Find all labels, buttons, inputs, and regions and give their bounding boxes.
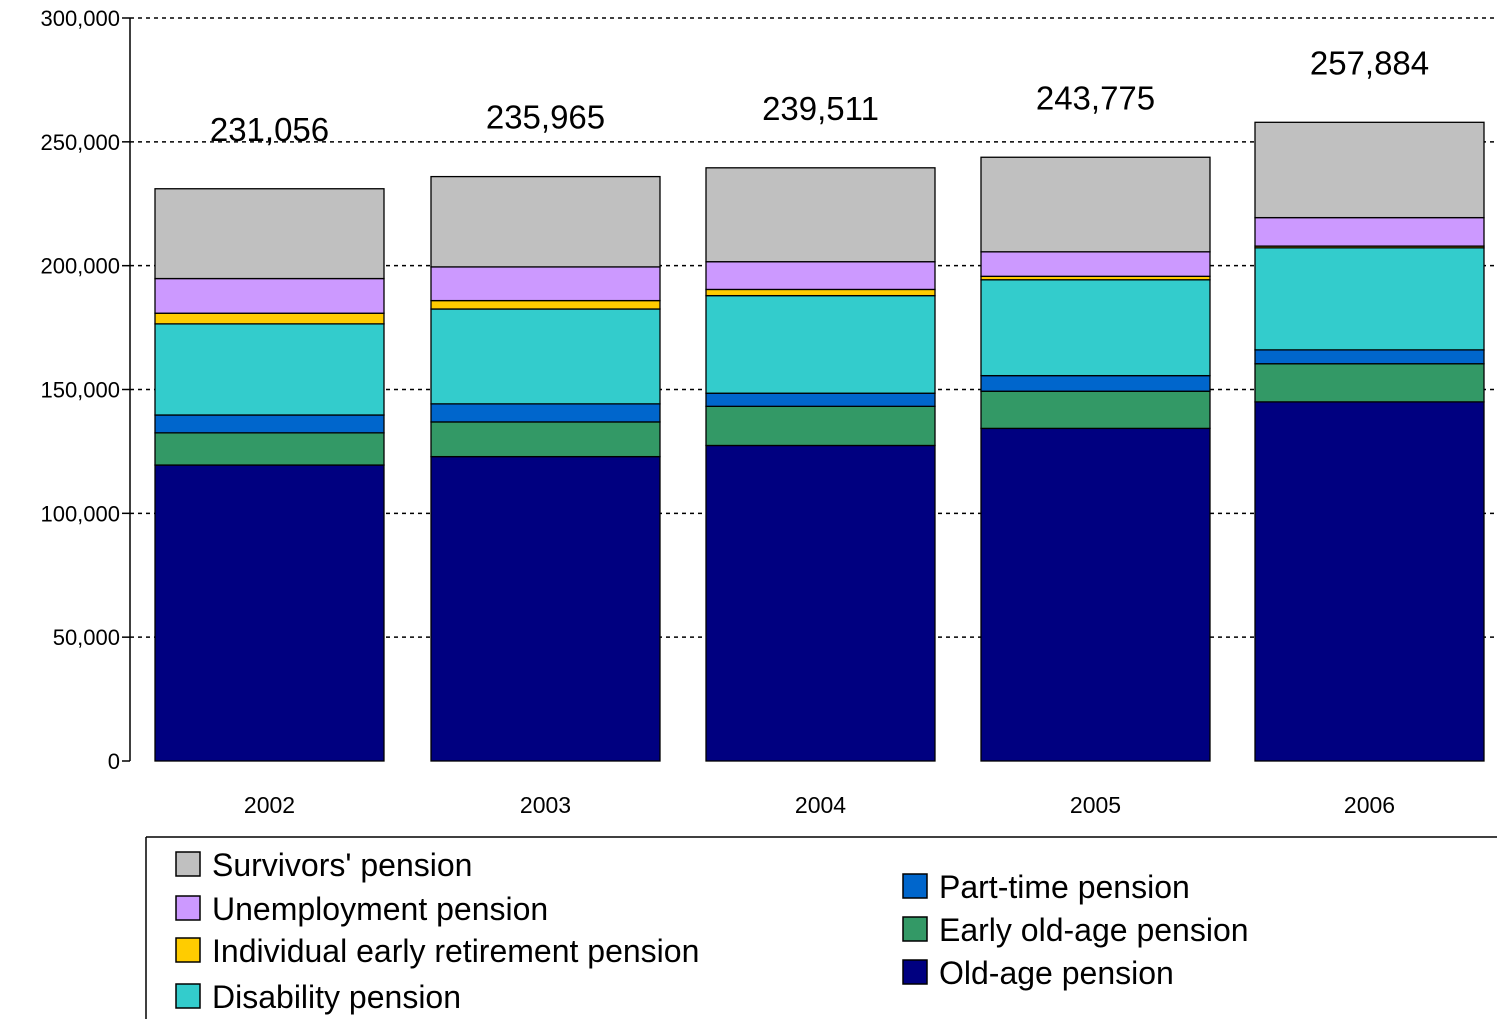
bar-segment-part-time-pension (154, 414, 385, 434)
bar-segment-unemployment-pension (1254, 216, 1485, 247)
bar-segment-disability-pension (705, 294, 936, 394)
bar-segment-survivors-pension (980, 156, 1211, 253)
legend-swatch (902, 916, 928, 942)
bar-segment-disability-pension (1254, 247, 1485, 351)
x-tick-label: 2002 (244, 792, 295, 818)
bar-segment-survivors-pension (430, 175, 661, 268)
y-tick-label: 300,000 (40, 6, 120, 31)
x-tick-label: 2003 (520, 792, 571, 818)
bar-segment-early-old-age-pension (980, 390, 1211, 430)
bar-segment-old-age-pension (154, 464, 385, 762)
legend-swatch (902, 959, 928, 985)
bar-segment-early-old-age-pension (705, 405, 936, 447)
bar-segment-early-old-age-pension (430, 421, 661, 458)
legend-label: Early old-age pension (939, 912, 1249, 948)
total-label: 243,775 (1036, 79, 1155, 116)
legend: Survivors' pension Unemployment pension In… (145, 836, 1497, 1019)
x-tick-label: 2004 (795, 792, 846, 818)
legend-label: Survivors' pension (212, 847, 472, 883)
legend-swatch (175, 937, 201, 963)
axes: 0 50,000 100,000 150,000 200,000 250,000 300,0… (40, 6, 1395, 818)
bar-segment-individual-early-retirement-pension (154, 312, 385, 325)
y-tick-label: 250,000 (40, 130, 120, 155)
bar-segment-old-age-pension (1254, 401, 1485, 762)
bar-segment-early-old-age-pension (154, 432, 385, 466)
bar-segment-survivors-pension (705, 167, 936, 263)
y-tick-label: 100,000 (40, 501, 120, 526)
total-label: 239,511 (762, 90, 879, 127)
bar-segment-part-time-pension (430, 403, 661, 423)
bar-segment-unemployment-pension (705, 261, 936, 291)
legend-label: Disability pension (212, 979, 461, 1015)
legend-swatch (175, 983, 201, 1009)
bar-segment-disability-pension (430, 308, 661, 405)
bars (154, 121, 1485, 762)
y-tick-label: 50,000 (53, 625, 120, 650)
y-tick-label: 0 (108, 749, 120, 774)
y-tick-label: 200,000 (40, 254, 120, 279)
data-labels: 231,056 235,965 239,511 243,775 257,884 (210, 44, 1429, 147)
x-tick-label: 2005 (1070, 792, 1121, 818)
bar-segment-old-age-pension (705, 444, 936, 762)
bar-segment-old-age-pension (980, 427, 1211, 762)
total-label: 257,884 (1310, 44, 1429, 81)
bar-segment-survivors-pension (1254, 121, 1485, 219)
bar-segment-individual-early-retirement-pension (705, 288, 936, 297)
bar-segment-unemployment-pension (154, 277, 385, 314)
bar-segment-unemployment-pension (980, 251, 1211, 277)
total-label: 235,965 (486, 99, 605, 136)
legend-swatch (902, 873, 928, 899)
legend-swatch (175, 895, 201, 921)
bar-segment-part-time-pension (1254, 349, 1485, 365)
legend-swatch (175, 851, 201, 877)
bar-segment-survivors-pension (154, 188, 385, 280)
total-label: 231,056 (210, 111, 329, 148)
bar-segment-old-age-pension (430, 455, 661, 762)
y-tick-label: 150,000 (40, 378, 120, 403)
legend-label: Old-age pension (939, 955, 1174, 991)
legend-label: Unemployment pension (212, 891, 548, 927)
legend-label: Part-time pension (939, 869, 1190, 905)
bar-segment-unemployment-pension (430, 266, 661, 302)
bar-segment-disability-pension (154, 323, 385, 416)
x-tick-label: 2006 (1344, 792, 1395, 818)
legend-label: Individual early retirement pension (212, 933, 699, 969)
bar-segment-early-old-age-pension (1254, 363, 1485, 403)
bar-segment-individual-early-retirement-pension (430, 299, 661, 310)
bar-segment-disability-pension (980, 279, 1211, 377)
bar-segment-part-time-pension (705, 392, 936, 407)
bar-segment-part-time-pension (980, 374, 1211, 392)
